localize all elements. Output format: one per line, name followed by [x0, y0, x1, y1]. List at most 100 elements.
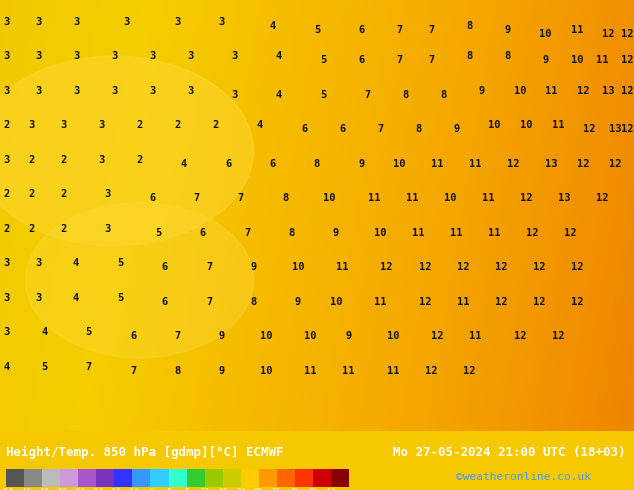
FancyBboxPatch shape [331, 469, 349, 487]
Text: 6: 6 [225, 159, 231, 169]
Text: 3: 3 [111, 51, 117, 61]
Text: Height/Temp. 850 hPa [gdmp][°C] ECMWF: Height/Temp. 850 hPa [gdmp][°C] ECMWF [6, 446, 284, 459]
FancyBboxPatch shape [240, 469, 259, 487]
Text: 12: 12 [577, 86, 590, 96]
Text: 12: 12 [552, 331, 564, 342]
Text: 3: 3 [3, 293, 10, 302]
Text: 9: 9 [358, 159, 365, 169]
Text: 5: 5 [41, 362, 48, 371]
FancyBboxPatch shape [186, 469, 205, 487]
FancyBboxPatch shape [295, 469, 313, 487]
Text: 30: 30 [254, 488, 263, 490]
Text: 10: 10 [292, 262, 304, 272]
Text: 3: 3 [98, 154, 105, 165]
Text: 3: 3 [35, 258, 41, 268]
Text: 11: 11 [431, 159, 444, 169]
Text: 12: 12 [380, 262, 393, 272]
Text: 6: 6 [358, 25, 365, 35]
Text: 8: 8 [466, 21, 472, 31]
Circle shape [0, 56, 254, 246]
Text: 10: 10 [393, 159, 406, 169]
Text: 3: 3 [149, 86, 155, 96]
Text: 11: 11 [469, 159, 482, 169]
Text: 12: 12 [602, 29, 615, 40]
Text: 4: 4 [181, 159, 187, 169]
Text: 5: 5 [320, 90, 327, 100]
Text: 3: 3 [60, 120, 67, 130]
Text: 8: 8 [504, 51, 510, 61]
Text: 11: 11 [456, 297, 469, 307]
Text: 4: 4 [73, 258, 79, 268]
Text: 10: 10 [304, 331, 317, 342]
Text: -12: -12 [126, 488, 139, 490]
FancyBboxPatch shape [79, 469, 96, 487]
Text: 11: 11 [571, 25, 583, 35]
Text: 7: 7 [206, 297, 212, 307]
Text: 11: 11 [412, 228, 425, 238]
Text: 3: 3 [35, 51, 41, 61]
Text: 9: 9 [504, 25, 510, 35]
Text: 8: 8 [466, 51, 472, 61]
Text: 4: 4 [41, 327, 48, 337]
Text: 10: 10 [387, 331, 399, 342]
Text: 8: 8 [174, 366, 181, 376]
Text: -18: -18 [108, 488, 121, 490]
FancyBboxPatch shape [24, 469, 42, 487]
Text: 3: 3 [29, 120, 35, 130]
Text: 10: 10 [488, 120, 501, 130]
Text: 12: 12 [533, 262, 545, 272]
Text: 9: 9 [479, 86, 485, 96]
Text: 2: 2 [212, 120, 219, 130]
Text: 11: 11 [387, 366, 399, 376]
Text: 3: 3 [3, 86, 10, 96]
Text: 8: 8 [403, 90, 409, 100]
FancyBboxPatch shape [205, 469, 223, 487]
Text: 11: 11 [482, 194, 495, 203]
Text: 48: 48 [308, 488, 317, 490]
Text: 3: 3 [124, 17, 130, 26]
Text: 3: 3 [174, 17, 181, 26]
Text: 12: 12 [571, 297, 583, 307]
Text: 7: 7 [174, 331, 181, 342]
Text: 36: 36 [272, 488, 281, 490]
Text: 5: 5 [117, 258, 124, 268]
Text: 9: 9 [250, 262, 257, 272]
Text: 11: 11 [304, 366, 317, 376]
Text: 8: 8 [288, 228, 295, 238]
Text: 12: 12 [514, 331, 526, 342]
FancyBboxPatch shape [115, 469, 133, 487]
Text: 0: 0 [166, 488, 171, 490]
Text: 3: 3 [73, 17, 79, 26]
Text: 6: 6 [130, 331, 136, 342]
Text: 12: 12 [495, 297, 507, 307]
Text: 7: 7 [377, 124, 384, 134]
FancyBboxPatch shape [313, 469, 331, 487]
Text: 8: 8 [415, 124, 422, 134]
Text: 3: 3 [187, 51, 193, 61]
Text: 3: 3 [149, 51, 155, 61]
Text: 10: 10 [374, 228, 387, 238]
FancyBboxPatch shape [60, 469, 79, 487]
Text: 6: 6 [358, 55, 365, 65]
Text: 12: 12 [425, 366, 437, 376]
Text: -42: -42 [36, 488, 49, 490]
Text: 11: 11 [596, 55, 609, 65]
Text: 6: 6 [162, 297, 168, 307]
Text: 8: 8 [282, 194, 288, 203]
Text: 4: 4 [276, 51, 282, 61]
Text: 11: 11 [374, 297, 387, 307]
Text: -36: -36 [53, 488, 67, 490]
FancyBboxPatch shape [276, 469, 295, 487]
Text: 11: 11 [552, 120, 564, 130]
Text: 12: 12 [526, 228, 539, 238]
Text: 2: 2 [29, 154, 35, 165]
Text: 6: 6 [301, 124, 307, 134]
Text: 6: 6 [339, 124, 346, 134]
Text: 13: 13 [545, 159, 558, 169]
Text: 9: 9 [219, 331, 225, 342]
Text: 11: 11 [450, 228, 463, 238]
Text: 10: 10 [330, 297, 342, 307]
Text: 7: 7 [396, 25, 403, 35]
Text: 12: 12 [200, 488, 209, 490]
FancyBboxPatch shape [259, 469, 276, 487]
